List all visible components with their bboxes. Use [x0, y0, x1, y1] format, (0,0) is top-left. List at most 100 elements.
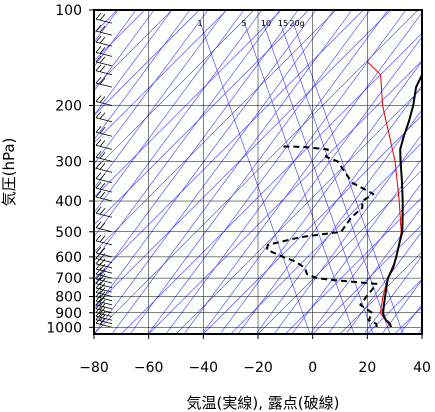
adiabat-line — [309, 182, 422, 334]
barb-flag — [95, 281, 102, 289]
barb-flag — [95, 221, 102, 229]
barb-flag — [99, 291, 106, 299]
barb-shaft — [95, 168, 113, 173]
grid-lines — [94, 10, 422, 334]
adiabat-line — [94, 10, 245, 214]
barb-shaft — [95, 145, 113, 150]
barb-flag — [95, 234, 102, 242]
barb-shaft — [95, 287, 113, 293]
wind-barb — [110, 10, 112, 11]
wind-barb — [95, 286, 113, 297]
wind-barb — [95, 221, 113, 233]
series-layer — [266, 72, 422, 328]
adiabat-line — [129, 10, 371, 334]
mixing-ratio-label: 1 — [197, 19, 202, 28]
barb-flag — [99, 268, 106, 276]
barb-flag — [99, 65, 106, 73]
barb-flag — [99, 282, 106, 290]
wind-barb — [95, 111, 113, 123]
barb-flag — [99, 25, 106, 33]
barb-shaft — [95, 178, 113, 184]
barb-flag — [95, 294, 102, 302]
wind-barb — [95, 55, 113, 67]
wind-barb — [95, 294, 113, 306]
barb-flag — [99, 127, 106, 134]
barb-flag — [99, 287, 106, 294]
barb-flag — [95, 190, 102, 198]
adiabat-line — [165, 10, 407, 334]
isotherm-line — [285, 196, 422, 334]
barb-shaft — [95, 268, 113, 274]
mixing-ratio-labels: 1 5 10 15 20g — [197, 19, 304, 28]
barb-shaft — [95, 240, 113, 246]
parcel-path — [366, 60, 402, 328]
barb-flag — [99, 77, 106, 85]
mixing-ratio-label: 15 — [278, 19, 288, 28]
wind-barb — [95, 277, 113, 289]
barb-flag — [99, 56, 106, 64]
barb-shaft — [95, 308, 113, 314]
wind-barb — [95, 35, 113, 47]
adiabat-line — [94, 10, 209, 165]
y-tick-label: 500 — [55, 225, 82, 241]
barb-flag — [99, 191, 106, 199]
adiabat-line — [94, 10, 137, 68]
isotherm-line — [257, 169, 422, 334]
barb-shaft — [95, 196, 113, 202]
barb-shaft — [95, 187, 113, 193]
barb-flag — [99, 140, 106, 147]
adiabat-line — [94, 10, 281, 262]
barb-shaft — [95, 101, 113, 106]
barb-flag — [99, 13, 106, 21]
isotherm-line — [94, 10, 309, 226]
adiabat-line — [94, 10, 263, 238]
barb-flag — [95, 181, 102, 189]
barb-shaft — [95, 258, 113, 263]
adiabat-line — [94, 10, 227, 189]
y-tick-label: 1000 — [46, 320, 82, 336]
barb-flag — [99, 173, 106, 180]
adiabat-line — [147, 10, 389, 334]
wind-barb — [95, 234, 113, 246]
barb-shaft — [95, 117, 113, 123]
barb-flag — [95, 290, 102, 298]
barb-flag — [95, 286, 102, 293]
wind-barb — [95, 95, 113, 106]
wind-barb — [95, 190, 113, 202]
wind-barb — [95, 272, 113, 284]
x-tick-label: 0 — [308, 360, 317, 376]
barb-shaft — [95, 263, 113, 269]
barb-shaft — [95, 300, 113, 306]
wind-barb — [95, 46, 113, 57]
barb-flag — [95, 76, 102, 84]
adiabat-line — [327, 206, 422, 334]
adiabat-line — [345, 230, 422, 334]
barb-shaft — [95, 273, 113, 279]
wind-barb — [95, 181, 113, 193]
wind-barb — [95, 281, 113, 293]
barb-flag — [99, 263, 106, 271]
adiabat-line — [255, 109, 422, 334]
temperature-line — [382, 72, 422, 328]
y-axis-label: 気圧(hPa) — [0, 138, 18, 207]
isotherm-line — [121, 32, 422, 334]
barb-flag — [95, 111, 102, 118]
barb-shaft — [95, 18, 113, 24]
y-tick-label: 300 — [55, 154, 82, 170]
isotherm-line — [94, 10, 337, 253]
barb-flag — [95, 162, 102, 169]
wind-barb — [95, 246, 113, 258]
isotherm-line — [421, 333, 422, 334]
barb-flag — [99, 152, 106, 159]
x-tick-label: −60 — [134, 360, 164, 376]
barb-flag — [99, 222, 106, 230]
barb-flag — [95, 55, 102, 63]
isotherm-line — [203, 114, 422, 334]
barb-shaft — [95, 212, 113, 218]
isotherm-line — [94, 10, 282, 198]
barb-shaft — [95, 227, 113, 233]
barb-flag — [99, 163, 106, 170]
mixing-ratio-label: 10 — [261, 19, 271, 28]
background-lines — [94, 10, 422, 334]
isotherm-line — [175, 87, 422, 334]
